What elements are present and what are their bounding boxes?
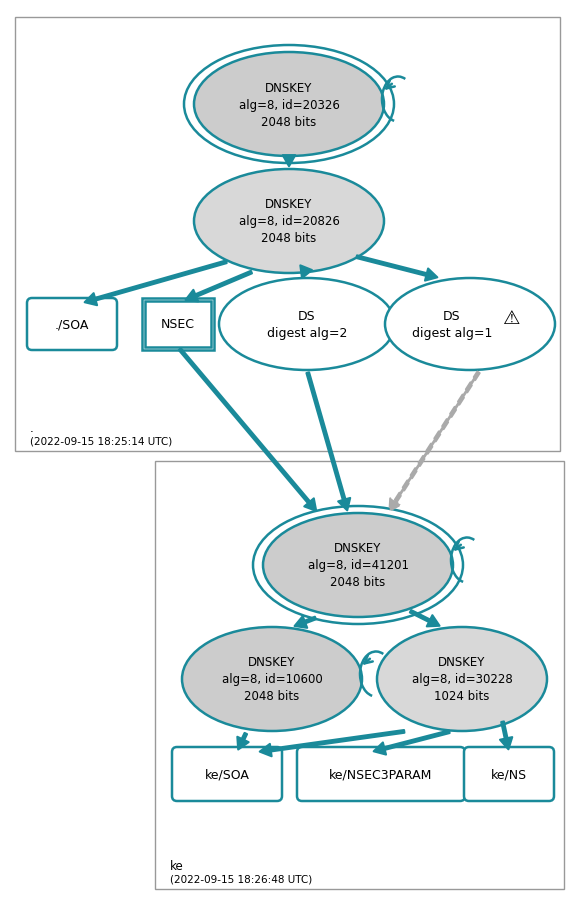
Ellipse shape [182, 628, 362, 732]
Ellipse shape [219, 278, 395, 370]
Text: ke: ke [170, 859, 184, 872]
Ellipse shape [263, 514, 453, 618]
Text: DNSKEY
alg=8, id=41201
2048 bits: DNSKEY alg=8, id=41201 2048 bits [307, 542, 409, 589]
Text: DS
digest alg=1: DS digest alg=1 [412, 310, 492, 340]
Text: DS
digest alg=2: DS digest alg=2 [267, 310, 347, 340]
Ellipse shape [184, 46, 394, 164]
FancyArrowPatch shape [301, 267, 312, 278]
FancyArrowPatch shape [237, 733, 248, 750]
FancyArrowPatch shape [295, 617, 316, 629]
Bar [15, 18, 560, 451]
Ellipse shape [377, 628, 547, 732]
Text: NSEC: NSEC [161, 318, 195, 331]
FancyArrowPatch shape [390, 372, 479, 511]
FancyBboxPatch shape [297, 747, 465, 801]
Text: DNSKEY
alg=8, id=20826
2048 bits: DNSKEY alg=8, id=20826 2048 bits [239, 199, 339, 245]
Text: (2022-09-15 18:25:14 UTC): (2022-09-15 18:25:14 UTC) [30, 437, 172, 447]
FancyArrowPatch shape [179, 349, 316, 511]
Text: .: . [30, 422, 34, 435]
FancyArrowPatch shape [373, 731, 450, 754]
Bar [145, 301, 211, 347]
Text: ⚠️: ⚠️ [503, 309, 521, 328]
FancyArrowPatch shape [356, 256, 437, 281]
Bar [142, 299, 214, 351]
FancyArrowPatch shape [500, 721, 512, 750]
Bar [155, 461, 564, 889]
Text: (2022-09-15 18:26:48 UTC): (2022-09-15 18:26:48 UTC) [170, 874, 312, 884]
FancyBboxPatch shape [464, 747, 554, 801]
FancyArrowPatch shape [185, 271, 252, 302]
Ellipse shape [253, 506, 463, 624]
FancyArrowPatch shape [306, 373, 350, 511]
Ellipse shape [194, 53, 384, 157]
Text: DNSKEY
alg=8, id=20326
2048 bits: DNSKEY alg=8, id=20326 2048 bits [239, 82, 339, 129]
Text: ./SOA: ./SOA [55, 318, 89, 331]
FancyArrowPatch shape [283, 156, 295, 167]
Ellipse shape [385, 278, 555, 370]
FancyBboxPatch shape [27, 299, 117, 351]
Text: DNSKEY
alg=8, id=30228
1024 bits: DNSKEY alg=8, id=30228 1024 bits [412, 656, 512, 703]
Ellipse shape [194, 170, 384, 274]
FancyArrowPatch shape [410, 610, 439, 627]
Text: ke/SOA: ke/SOA [204, 767, 250, 780]
Text: DNSKEY
alg=8, id=10600
2048 bits: DNSKEY alg=8, id=10600 2048 bits [222, 656, 323, 703]
Text: ke/NSEC3PARAM: ke/NSEC3PARAM [329, 767, 433, 780]
FancyArrowPatch shape [85, 261, 227, 306]
FancyBboxPatch shape [172, 747, 282, 801]
FancyArrowPatch shape [260, 731, 405, 756]
Text: ke/NS: ke/NS [491, 767, 527, 780]
